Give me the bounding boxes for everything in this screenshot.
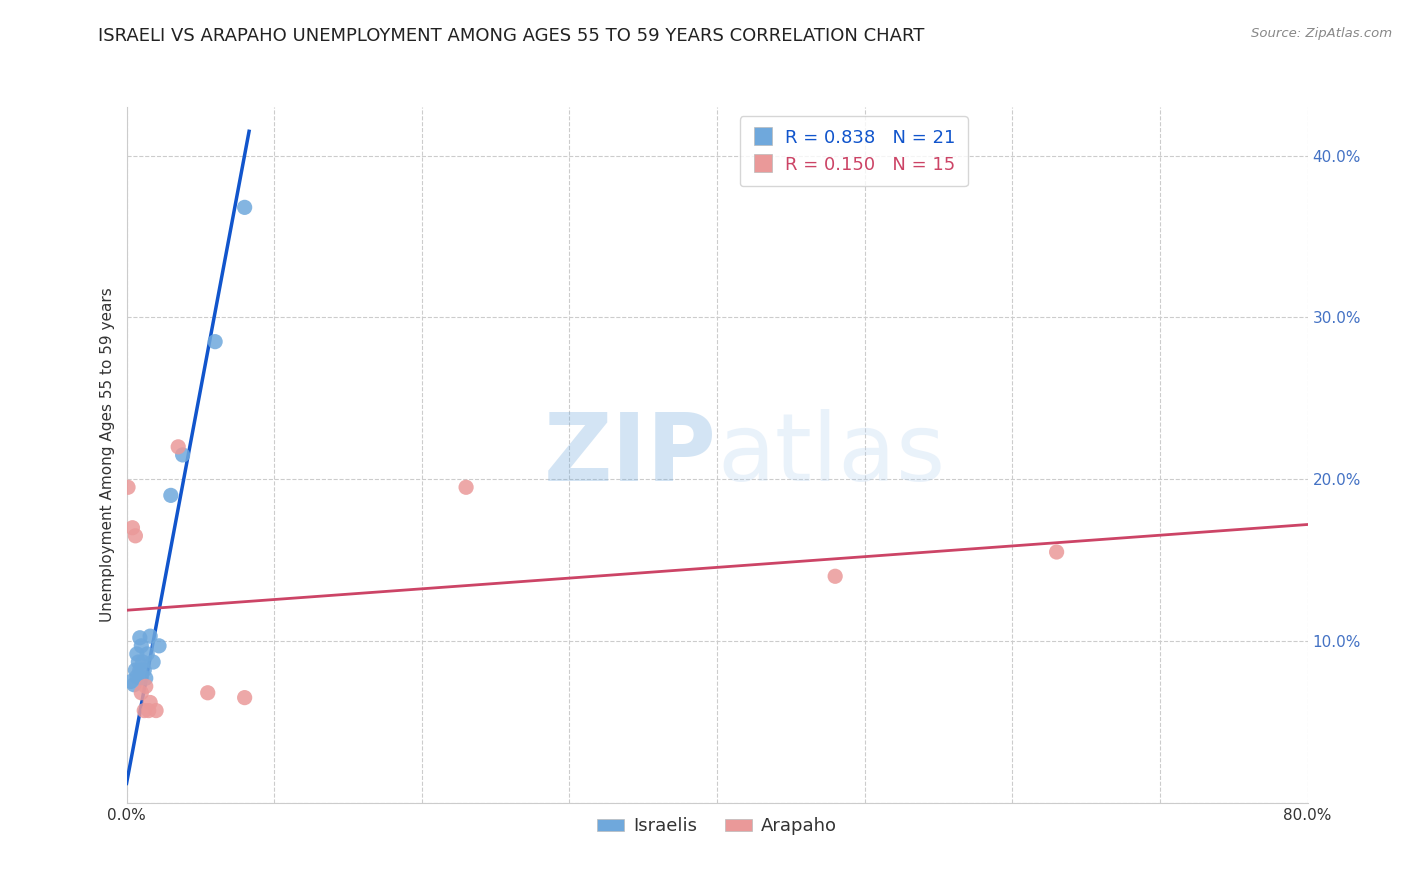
Text: ISRAELI VS ARAPAHO UNEMPLOYMENT AMONG AGES 55 TO 59 YEARS CORRELATION CHART: ISRAELI VS ARAPAHO UNEMPLOYMENT AMONG AG… <box>98 27 925 45</box>
Point <box>125 647 148 661</box>
Point <box>122 678 145 692</box>
Point <box>129 639 153 653</box>
Legend: R = 0.838   N = 21, R = 0.150   N = 15: R = 0.838 N = 21, R = 0.150 N = 15 <box>740 116 967 186</box>
Point <box>135 679 157 693</box>
Point <box>139 629 162 643</box>
Point <box>167 440 190 454</box>
Point <box>139 696 162 710</box>
Point <box>129 671 153 685</box>
Point <box>138 704 160 718</box>
Point <box>128 663 150 677</box>
Point <box>148 639 170 653</box>
Point <box>125 670 148 684</box>
Point <box>204 334 226 349</box>
Y-axis label: Unemployment Among Ages 55 to 59 years: Unemployment Among Ages 55 to 59 years <box>100 287 115 623</box>
Point <box>127 655 149 669</box>
Point <box>121 521 143 535</box>
Point <box>124 529 146 543</box>
Point <box>1046 545 1069 559</box>
Point <box>142 655 165 669</box>
Point <box>124 663 146 677</box>
Point <box>456 480 478 494</box>
Point <box>233 200 256 214</box>
Point <box>128 631 150 645</box>
Point <box>134 663 156 677</box>
Point <box>134 704 156 718</box>
Point <box>172 448 194 462</box>
Point <box>136 647 159 661</box>
Point <box>135 671 157 685</box>
Text: atlas: atlas <box>717 409 945 501</box>
Point <box>117 480 139 494</box>
Point <box>160 488 183 502</box>
Point <box>145 704 167 718</box>
Point <box>824 569 846 583</box>
Text: ZIP: ZIP <box>544 409 717 501</box>
Point <box>120 674 142 689</box>
Point <box>132 655 155 669</box>
Point <box>233 690 256 705</box>
Point <box>129 686 153 700</box>
Text: Source: ZipAtlas.com: Source: ZipAtlas.com <box>1251 27 1392 40</box>
Point <box>197 686 219 700</box>
